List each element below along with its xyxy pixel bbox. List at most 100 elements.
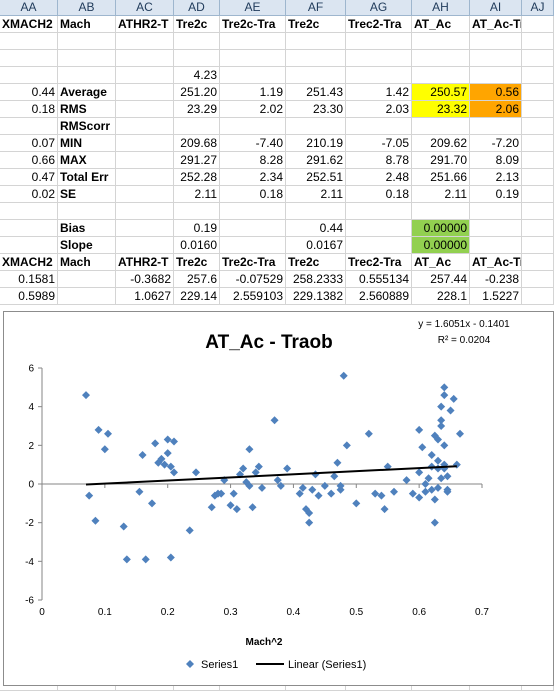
cell[interactable]: Total Err (58, 169, 116, 186)
cell[interactable] (0, 237, 58, 254)
cell[interactable]: 0.1581 (0, 271, 58, 288)
cell[interactable]: 251.43 (286, 84, 346, 101)
cell[interactable]: Tre2c (174, 16, 220, 33)
cell[interactable] (522, 254, 554, 271)
cell[interactable] (116, 135, 174, 152)
cell[interactable]: 2.34 (220, 169, 286, 186)
cell[interactable] (522, 203, 554, 220)
cell[interactable] (522, 271, 554, 288)
cell[interactable] (522, 288, 554, 305)
cell[interactable] (522, 101, 554, 118)
column-header-ah[interactable]: AH (412, 0, 470, 16)
cell[interactable]: 251.20 (174, 84, 220, 101)
cell[interactable] (286, 50, 346, 67)
cell[interactable] (0, 220, 58, 237)
cell[interactable] (412, 118, 470, 135)
cell[interactable] (116, 50, 174, 67)
cell[interactable]: RMScorr (58, 118, 116, 135)
cell[interactable]: Mach (58, 254, 116, 271)
cell[interactable]: -7.20 (470, 135, 522, 152)
cell[interactable] (58, 288, 116, 305)
cell[interactable] (0, 203, 58, 220)
cell[interactable]: 1.5227 (470, 288, 522, 305)
cell[interactable]: 257.44 (412, 271, 470, 288)
column-header-af[interactable]: AF (286, 0, 346, 16)
cell[interactable]: 291.62 (286, 152, 346, 169)
cell[interactable] (116, 237, 174, 254)
cell[interactable] (522, 84, 554, 101)
cell[interactable]: MAX (58, 152, 116, 169)
cell[interactable] (116, 203, 174, 220)
cell[interactable] (220, 33, 286, 50)
cell[interactable]: 252.28 (174, 169, 220, 186)
cell[interactable]: Trec2-Tra (346, 16, 412, 33)
cell[interactable] (522, 33, 554, 50)
cell[interactable]: 0.555134 (346, 271, 412, 288)
cell[interactable] (174, 118, 220, 135)
cell[interactable]: 229.1382 (286, 288, 346, 305)
cell[interactable]: 2.03 (346, 101, 412, 118)
cell[interactable] (220, 237, 286, 254)
column-header-ad[interactable]: AD (174, 0, 220, 16)
cell[interactable]: MIN (58, 135, 116, 152)
cell[interactable]: 0.19 (174, 220, 220, 237)
cell[interactable] (470, 118, 522, 135)
scatter-chart[interactable]: AT_Ac - Traob y = 1.6051x - 0.1401 R² = … (3, 311, 554, 686)
cell[interactable]: XMACH2 (0, 254, 58, 271)
cell[interactable] (412, 203, 470, 220)
cell[interactable]: Tre2c-Tra (220, 254, 286, 271)
cell[interactable] (522, 169, 554, 186)
cell[interactable]: 210.19 (286, 135, 346, 152)
column-header-ac[interactable]: AC (116, 0, 174, 16)
cell[interactable]: 2.02 (220, 101, 286, 118)
cell[interactable] (522, 67, 554, 84)
cell[interactable] (522, 152, 554, 169)
cell[interactable] (522, 50, 554, 67)
cell[interactable] (412, 50, 470, 67)
cell[interactable]: Trec2-Tra (346, 254, 412, 271)
cell[interactable] (174, 33, 220, 50)
cell[interactable] (286, 67, 346, 84)
cell[interactable] (116, 84, 174, 101)
cell[interactable]: 0.02 (0, 186, 58, 203)
cell[interactable] (522, 118, 554, 135)
cell[interactable]: -0.3682 (116, 271, 174, 288)
cell[interactable] (0, 67, 58, 84)
cell[interactable]: ATHR2-T (116, 254, 174, 271)
cell[interactable] (470, 67, 522, 84)
cell[interactable] (470, 220, 522, 237)
cell[interactable]: -7.40 (220, 135, 286, 152)
cell[interactable]: 251.66 (412, 169, 470, 186)
cell[interactable] (58, 203, 116, 220)
cell[interactable]: 2.11 (286, 186, 346, 203)
cell[interactable]: 0.66 (0, 152, 58, 169)
cell[interactable] (116, 169, 174, 186)
column-header-aa[interactable]: AA (0, 0, 58, 16)
cell[interactable] (220, 67, 286, 84)
cell[interactable] (346, 50, 412, 67)
cell[interactable]: Slope (58, 237, 116, 254)
cell[interactable]: Bias (58, 220, 116, 237)
cell[interactable] (522, 237, 554, 254)
cell[interactable]: 8.28 (220, 152, 286, 169)
cell[interactable] (220, 220, 286, 237)
cell[interactable]: 0.00000 (412, 237, 470, 254)
cell[interactable] (346, 118, 412, 135)
cell[interactable]: Tre2c (174, 254, 220, 271)
cell[interactable]: 2.48 (346, 169, 412, 186)
cell[interactable]: -7.05 (346, 135, 412, 152)
cell[interactable] (58, 33, 116, 50)
cell[interactable] (174, 50, 220, 67)
cell[interactable] (286, 203, 346, 220)
cell[interactable]: -0.238 (470, 271, 522, 288)
cell[interactable]: 0.18 (220, 186, 286, 203)
cell[interactable]: 258.2333 (286, 271, 346, 288)
cell[interactable]: Tre2c (286, 16, 346, 33)
cell[interactable]: 4.23 (174, 67, 220, 84)
cell[interactable] (58, 271, 116, 288)
cell[interactable] (0, 50, 58, 67)
column-header-ai[interactable]: AI (470, 0, 522, 16)
cell[interactable]: 0.47 (0, 169, 58, 186)
cell[interactable] (522, 135, 554, 152)
cell[interactable] (522, 16, 554, 33)
